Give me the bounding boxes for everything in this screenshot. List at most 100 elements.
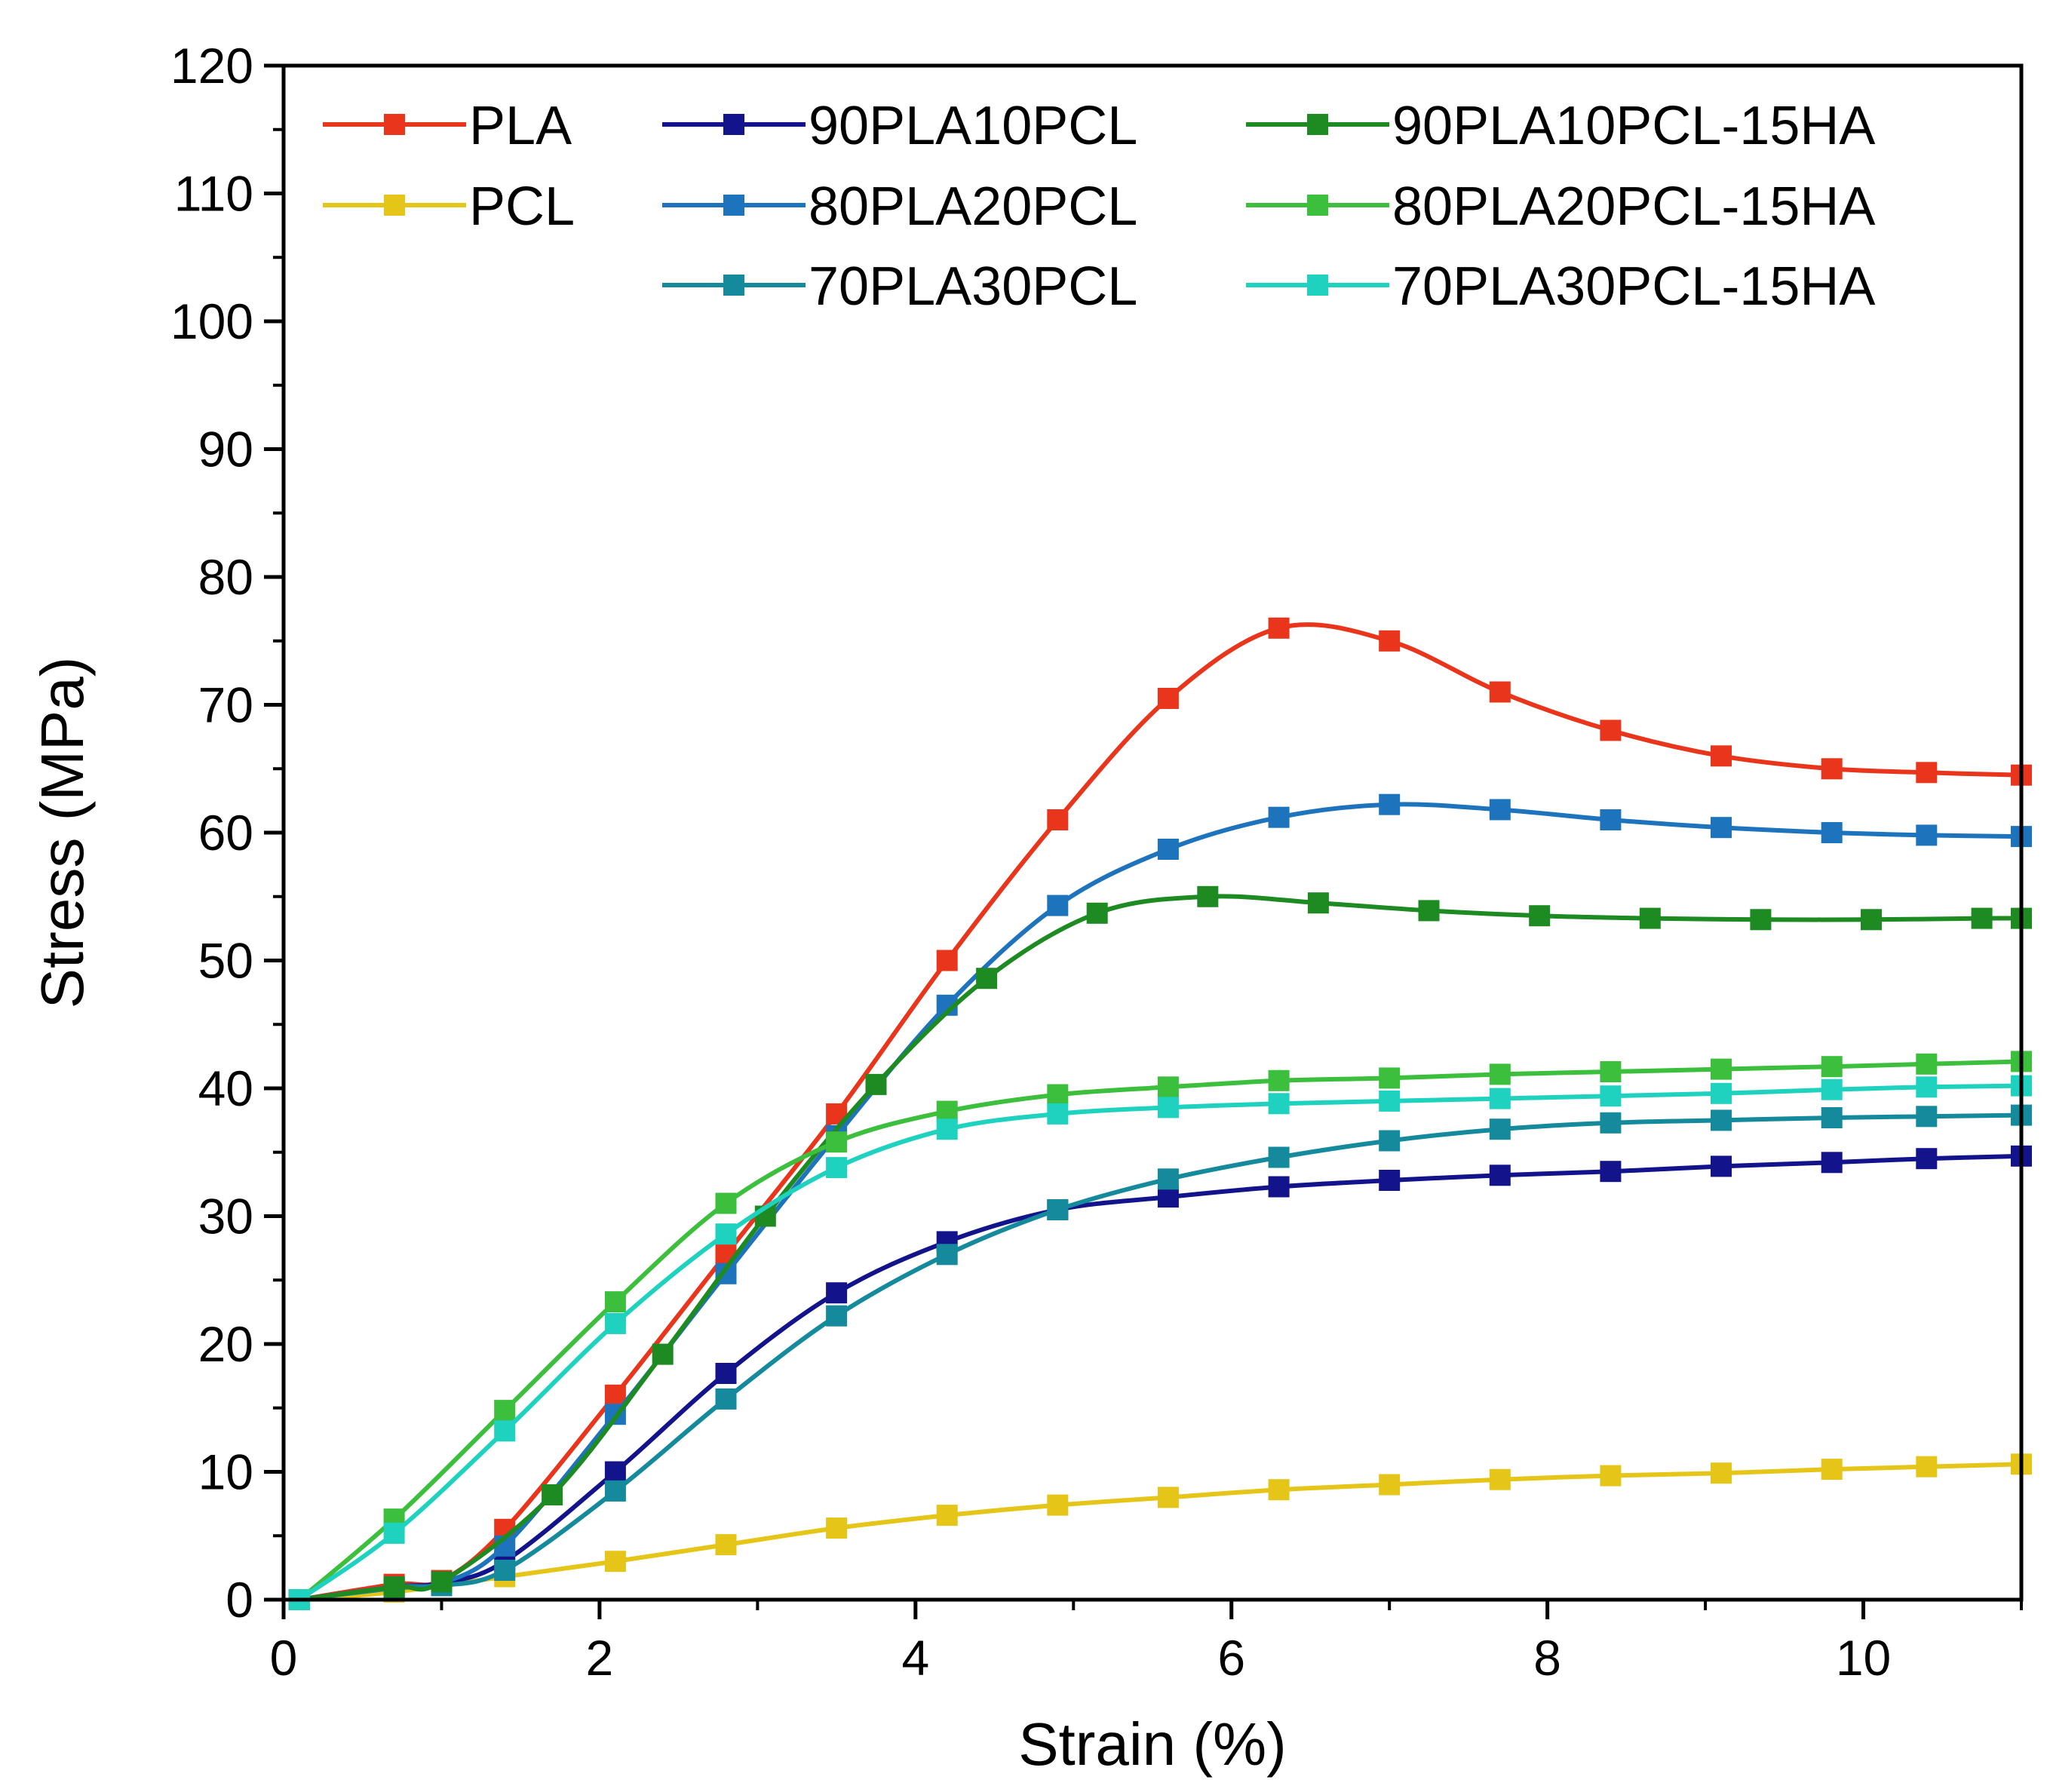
data-point-70pla30pcl-15ha-2	[494, 1420, 516, 1442]
data-point-90pla10pcl-15ha-2	[431, 1571, 453, 1593]
data-point-70pla30pcl-15ha-4	[715, 1223, 737, 1245]
data-point-80pla20pcl-15ha-8	[1157, 1076, 1179, 1098]
y-tick-label-8: 80	[198, 549, 253, 605]
legend-label-90pla10pcl: 90PLA10PCL	[809, 96, 1137, 156]
curves-layer	[288, 617, 2032, 1610]
series-90pla10pcl-15ha	[288, 885, 2032, 1610]
data-point-70pla30pcl-8	[1047, 1199, 1069, 1220]
data-point-70pla30pcl-3	[494, 1560, 516, 1581]
data-point-pla-14	[1711, 745, 1732, 767]
data-point-90pla10pcl-15ha-13	[1639, 907, 1661, 929]
data-point-90pla10pcl-15ha-10	[1307, 892, 1329, 914]
data-point-80pla20pcl-16	[1916, 824, 1938, 846]
data-point-90pla10pcl-11	[1379, 1170, 1401, 1191]
data-point-90pla10pcl-15ha-4	[652, 1343, 674, 1365]
data-point-pla-7	[936, 950, 958, 971]
legend-label-70pla30pcl-15ha: 70PLA30PCL-15HA	[1392, 256, 1875, 317]
legend-marker-70pla30pcl	[723, 275, 744, 296]
data-point-70pla30pcl-15ha-13	[1711, 1082, 1732, 1104]
data-point-pla-8	[1047, 809, 1069, 830]
data-point-80pla20pcl-12	[1489, 799, 1511, 821]
data-point-pcl-7	[1047, 1494, 1069, 1516]
legend-marker-90pla10pcl	[723, 114, 744, 135]
legend-marker-90pla10pcl-15ha	[1307, 114, 1328, 135]
data-point-pcl-11	[1489, 1468, 1511, 1490]
legend-marker-80pla20pcl-15ha	[1307, 195, 1328, 216]
data-point-70pla30pcl-5	[715, 1388, 737, 1410]
y-tick-label-12: 120	[170, 38, 253, 94]
data-point-70pla30pcl-14	[1711, 1109, 1732, 1131]
data-point-90pla10pcl-15ha-3	[542, 1484, 563, 1505]
y-tick-label-3: 30	[198, 1189, 253, 1244]
data-point-pcl-12	[1600, 1465, 1622, 1487]
data-point-80pla20pcl-15ha-9	[1268, 1069, 1290, 1091]
y-tick-label-4: 40	[198, 1060, 253, 1116]
data-point-80pla20pcl-15ha-13	[1711, 1058, 1732, 1080]
data-point-pla-9	[1157, 688, 1179, 709]
data-point-90pla10pcl-13	[1600, 1161, 1622, 1183]
data-point-90pla10pcl-14	[1711, 1155, 1732, 1177]
y-tick-label-2: 20	[198, 1316, 253, 1372]
x-tick-label-4: 8	[1533, 1630, 1561, 1686]
y-tick-label-0: 0	[226, 1572, 253, 1628]
data-point-pla-16	[1916, 762, 1938, 784]
data-point-pcl-9	[1268, 1479, 1290, 1501]
data-point-90pla10pcl-15ha-6	[865, 1073, 887, 1095]
legend-label-80pla20pcl-15ha: 80PLA20PCL-15HA	[1392, 176, 1875, 237]
data-point-90pla10pcl-15ha-1	[383, 1576, 405, 1598]
data-point-pcl-15	[1916, 1456, 1938, 1477]
data-point-90pla10pcl-9	[1157, 1186, 1179, 1208]
data-point-80pla20pcl-15ha-7	[1047, 1084, 1069, 1106]
data-point-70pla30pcl-15ha-3	[604, 1312, 626, 1334]
series-line-80pla20pcl-15ha	[296, 1059, 2024, 1602]
legend-marker-80pla20pcl	[723, 195, 744, 216]
data-point-pcl-13	[1711, 1462, 1732, 1484]
legend-label-70pla30pcl: 70PLA30PCL	[809, 256, 1137, 317]
legend-label-pla: PLA	[469, 96, 572, 156]
data-point-80pla20pcl-13	[1600, 809, 1622, 830]
data-point-pcl-10	[1379, 1474, 1401, 1496]
data-point-90pla10pcl-5	[715, 1363, 737, 1384]
data-point-80pla20pcl-15ha-5	[826, 1131, 848, 1153]
data-point-70pla30pcl-15ha-14	[1821, 1079, 1843, 1100]
data-point-80pla20pcl-14	[1711, 817, 1732, 839]
data-point-70pla30pcl-15ha-9	[1268, 1093, 1290, 1115]
data-point-70pla30pcl-15ha-6	[936, 1118, 958, 1140]
data-point-90pla10pcl-15ha-8	[1086, 902, 1108, 924]
y-tick-label-9: 90	[198, 422, 253, 477]
legend-label-80pla20pcl: 80PLA20PCL	[809, 176, 1137, 237]
y-tick-label-5: 50	[198, 933, 253, 989]
data-point-70pla30pcl-15ha-12	[1600, 1085, 1622, 1107]
x-tick-label-3: 6	[1217, 1630, 1245, 1686]
data-point-90pla10pcl-16	[1916, 1148, 1938, 1170]
y-tick-label-1: 10	[198, 1444, 253, 1500]
legend-marker-pla	[384, 114, 405, 135]
data-point-80pla20pcl-15	[1821, 822, 1843, 843]
data-point-90pla10pcl-4	[604, 1461, 626, 1483]
legend-marker-70pla30pcl-15ha	[1307, 275, 1328, 296]
legend-label-90pla10pcl-15ha: 90PLA10PCL-15HA	[1392, 96, 1875, 156]
x-tick-label-5: 10	[1836, 1630, 1891, 1686]
series-line-70pla30pcl-15ha	[296, 1083, 2024, 1602]
legend: PLA PCL 90PLA10PCL 80PLA20PCL 70PLA30PCL 90PL…	[323, 96, 1875, 317]
data-point-70pla30pcl-15ha-7	[1047, 1103, 1069, 1125]
data-point-pcl-6	[936, 1505, 958, 1527]
data-point-90pla10pcl-15ha-15	[1861, 909, 1882, 931]
data-point-80pla20pcl-15ha-10	[1379, 1067, 1401, 1089]
x-tick-label-0: 0	[270, 1630, 298, 1686]
data-point-80pla20pcl-15ha-12	[1600, 1061, 1622, 1082]
data-point-70pla30pcl-15ha-8	[1157, 1097, 1179, 1118]
data-point-90pla10pcl-10	[1268, 1176, 1290, 1198]
data-point-70pla30pcl-15ha-5	[826, 1157, 848, 1179]
data-point-70pla30pcl-13	[1600, 1112, 1622, 1134]
y-axis-title: Stress (MPa)	[29, 657, 96, 1009]
data-point-pla-13	[1600, 720, 1622, 741]
y-tick-label-10: 100	[170, 293, 253, 349]
y-tick-label-7: 70	[198, 677, 253, 733]
data-point-90pla10pcl-15ha-11	[1418, 900, 1440, 922]
legend-marker-pcl	[384, 195, 405, 216]
series-70pla30pcl-15ha	[288, 1075, 2032, 1610]
data-point-90pla10pcl-15ha-12	[1529, 905, 1551, 927]
